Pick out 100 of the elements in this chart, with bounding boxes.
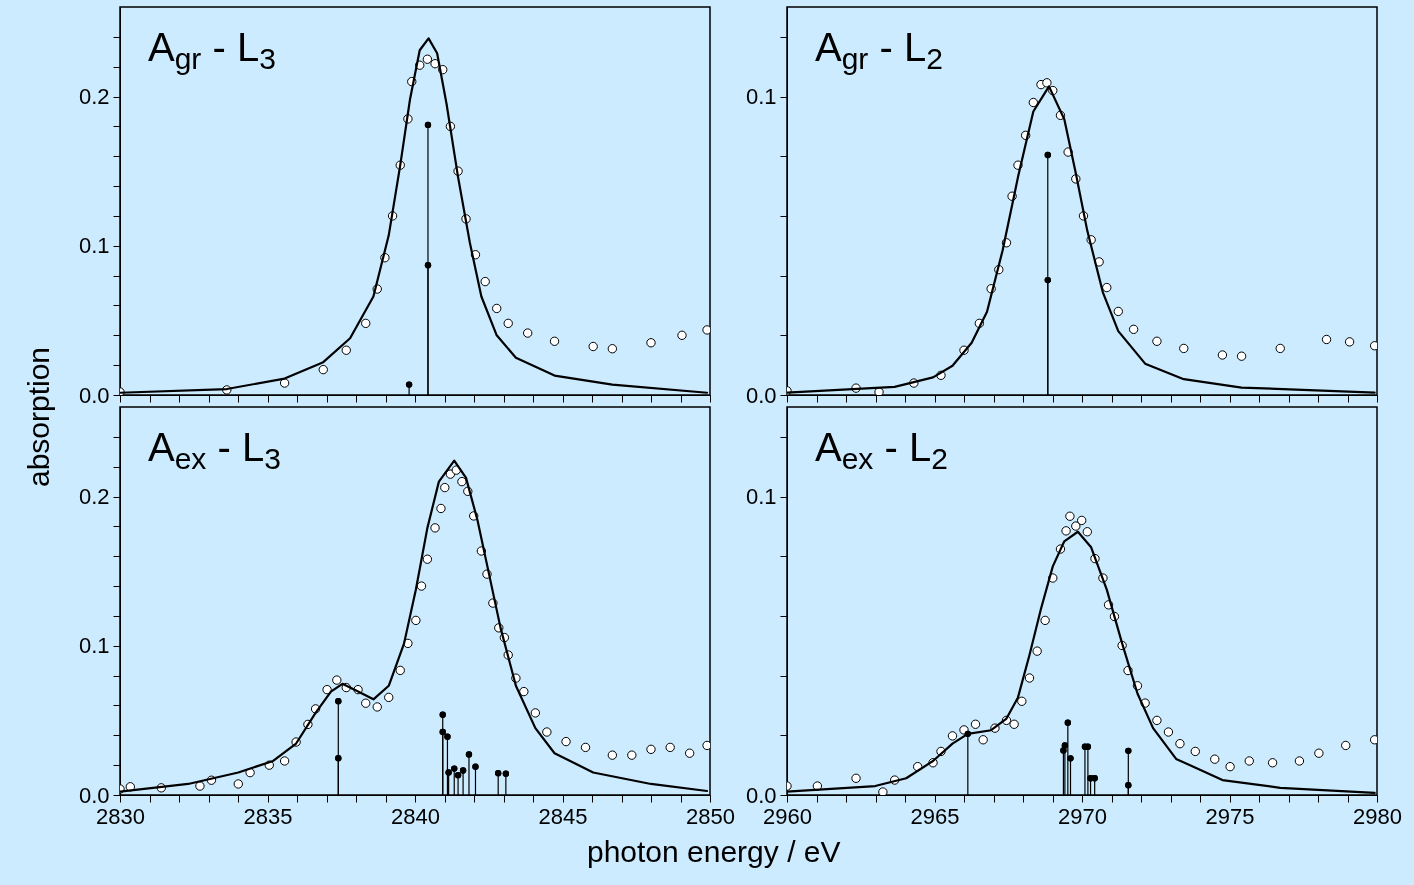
point xyxy=(646,338,656,348)
point xyxy=(503,318,513,329)
point xyxy=(445,769,452,776)
point xyxy=(1210,754,1220,764)
point xyxy=(1091,775,1098,782)
x-tick-label: 2980 xyxy=(1353,803,1402,829)
point xyxy=(1077,515,1087,526)
x-tick-label: 2970 xyxy=(1058,803,1107,829)
text: A$_{gr}$ - L$_{2}$ xyxy=(815,25,943,76)
point xyxy=(411,615,421,626)
y-tick-label: 0.0 xyxy=(78,382,110,408)
x-tick-label: 2835 xyxy=(243,803,293,829)
point xyxy=(1275,343,1285,354)
point xyxy=(1009,719,1019,729)
point xyxy=(580,742,591,753)
point xyxy=(341,345,351,355)
point xyxy=(492,303,502,314)
point xyxy=(1028,97,1039,108)
point xyxy=(646,744,656,755)
point xyxy=(684,748,695,758)
point xyxy=(318,364,328,375)
y-tick-label: 0.2 xyxy=(78,484,110,510)
point xyxy=(436,503,446,514)
point xyxy=(1267,758,1278,768)
point xyxy=(195,781,205,791)
point xyxy=(542,727,552,737)
point xyxy=(812,781,823,791)
point xyxy=(959,725,969,735)
point xyxy=(495,770,502,777)
point xyxy=(1040,615,1050,626)
x-tick-label: 2965 xyxy=(910,803,960,829)
x-tick-label: 2840 xyxy=(391,803,440,829)
point xyxy=(1128,324,1139,335)
point xyxy=(1065,511,1075,521)
point xyxy=(1082,527,1092,537)
point xyxy=(472,763,479,770)
point xyxy=(1163,727,1174,737)
point xyxy=(480,276,490,287)
point xyxy=(1064,719,1071,726)
point xyxy=(335,697,342,705)
point xyxy=(1344,337,1355,347)
point xyxy=(451,765,458,772)
point xyxy=(1102,282,1112,293)
point xyxy=(439,711,446,718)
point xyxy=(970,719,981,729)
point xyxy=(459,767,467,774)
y-tick-label: 0.1 xyxy=(78,633,110,659)
point xyxy=(424,121,432,129)
point xyxy=(395,665,405,676)
point xyxy=(1125,747,1132,754)
point xyxy=(444,733,451,740)
y-tick-label: 0.1 xyxy=(745,84,777,110)
point xyxy=(702,325,710,335)
point xyxy=(1341,740,1351,751)
point xyxy=(878,787,888,795)
point xyxy=(1017,696,1027,706)
x-axis-title: photon energy / eV xyxy=(586,834,841,868)
point xyxy=(1042,78,1052,88)
point xyxy=(1061,526,1071,536)
point xyxy=(523,328,533,338)
point xyxy=(422,554,433,564)
point xyxy=(502,770,510,777)
point xyxy=(361,698,371,708)
point xyxy=(519,686,529,697)
point xyxy=(416,581,427,591)
point xyxy=(279,756,290,766)
y-tick-label: 0.1 xyxy=(78,233,110,259)
point xyxy=(1152,715,1162,726)
point xyxy=(1314,748,1324,758)
point xyxy=(1190,746,1200,757)
point xyxy=(1321,334,1332,345)
point xyxy=(1294,756,1305,766)
point xyxy=(1225,761,1235,772)
point xyxy=(665,742,675,753)
point xyxy=(279,378,290,388)
point xyxy=(439,728,446,736)
point xyxy=(332,675,342,685)
point xyxy=(1044,151,1051,159)
point xyxy=(1113,306,1123,317)
point xyxy=(1369,735,1377,745)
point xyxy=(627,750,637,760)
point xyxy=(335,754,342,762)
point xyxy=(561,736,571,747)
point xyxy=(322,684,332,695)
point xyxy=(1369,341,1377,351)
point xyxy=(405,381,413,388)
point xyxy=(1061,742,1069,749)
point xyxy=(1175,738,1185,749)
point xyxy=(457,476,467,487)
text: A$_{gr}$ - L$_{3}$ xyxy=(148,25,276,76)
point xyxy=(403,638,413,649)
x-tick-label: 2845 xyxy=(538,803,588,829)
point xyxy=(422,54,433,64)
point xyxy=(607,750,618,760)
point xyxy=(702,740,710,751)
point xyxy=(1125,781,1132,789)
point xyxy=(947,731,958,741)
point xyxy=(430,59,440,69)
text: A$_{ex}$ - L$_{3}$ xyxy=(148,425,281,476)
point xyxy=(1236,351,1247,361)
